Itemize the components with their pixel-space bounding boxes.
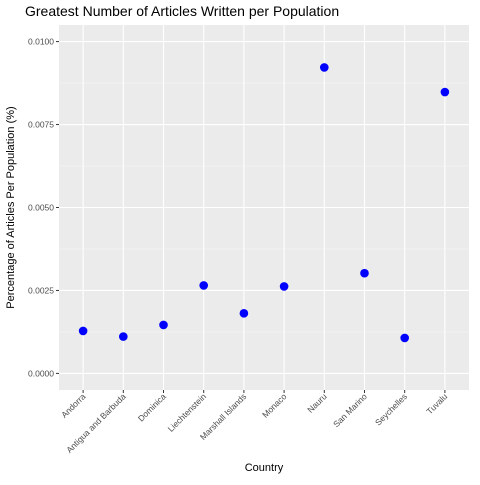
x-tick-label: Dominica (136, 391, 168, 423)
data-point (279, 282, 289, 291)
y-axis: 0.0000 0.0025 0.0050 0.0075 0.0100 (28, 37, 59, 378)
data-point (119, 332, 128, 341)
data-point (319, 63, 329, 72)
y-tick-label: 0.0075 (28, 120, 54, 130)
data-point (440, 87, 450, 97)
y-axis-title: Percentage of Articles Per Population (%… (5, 106, 17, 308)
x-tick-label: Monaco (260, 391, 289, 420)
data-points (78, 63, 450, 343)
x-tick-label: Andorra (59, 391, 88, 420)
data-point (360, 268, 369, 278)
y-tick-label: 0.0025 (28, 285, 54, 295)
y-tick-label: 0.0100 (28, 37, 54, 47)
data-point (159, 320, 168, 330)
x-tick-label: Liechtenstein (166, 391, 209, 434)
data-point (239, 309, 249, 318)
x-tick-label: Seychelles (373, 391, 409, 427)
y-tick-label: 0.0000 (28, 368, 54, 378)
y-tick-label: 0.0050 (28, 203, 54, 213)
x-tick-label: San Marino (331, 391, 369, 429)
data-point (199, 281, 209, 290)
data-point (400, 333, 409, 343)
chart-title: Greatest Number of Articles Written per … (25, 3, 339, 19)
x-axis-title: Country (245, 462, 284, 474)
x-tick-label: Nauru (305, 391, 329, 415)
data-point (78, 326, 88, 336)
x-tick-label: Tuvalu (424, 391, 449, 416)
